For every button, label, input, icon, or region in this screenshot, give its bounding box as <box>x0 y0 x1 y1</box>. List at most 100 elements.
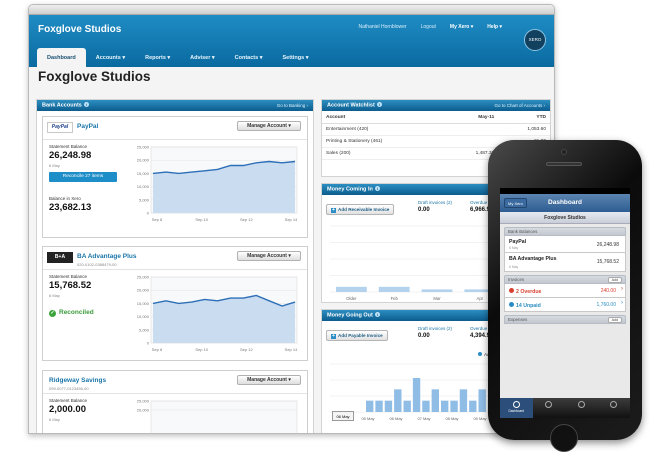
account-number: 099-0077-0123456-00 <box>49 386 89 391</box>
balance-line <box>152 160 296 175</box>
bar <box>469 400 477 412</box>
account-name[interactable]: PayPal <box>77 123 99 130</box>
statement-balance: 2,000.00 <box>49 404 86 415</box>
status-bar <box>500 188 630 194</box>
info-icon[interactable]: i <box>374 186 380 191</box>
x-tick-label: 07 May <box>417 416 430 421</box>
browser-window: Foxglove Studios Nathaniel Hornblower Lo… <box>28 4 555 434</box>
bank-accounts-title: Bank Accounts <box>42 102 82 109</box>
phone-device: My Xero Dashboard Foxglove Studios Bank … <box>488 140 642 452</box>
brand-name[interactable]: Foxglove Studios <box>38 24 122 35</box>
help-menu[interactable]: Help ▾ <box>487 24 502 30</box>
row-name: BA Advantage Plus <box>509 256 557 262</box>
manage-account-button[interactable]: Manage Account ▾ <box>237 375 301 385</box>
column-header: May-11 <box>446 111 499 124</box>
balance-line <box>152 294 296 307</box>
x-tick-label: Sep 14 <box>285 347 298 352</box>
list-item[interactable]: PayPal 6 May 26,248.98 <box>504 236 626 253</box>
account-name[interactable]: BA Advantage Plus <box>77 253 137 260</box>
balance-chart: 25,000 20,000 <box>137 399 298 433</box>
tab-mobile-2[interactable] <box>533 398 566 418</box>
x-tick-label: Sep 14 <box>285 217 298 222</box>
tab-contacts[interactable]: Contacts ▾ <box>234 55 263 61</box>
unpaid-label: 14 Unpaid <box>516 303 541 309</box>
x-tick-label: Sep 12 <box>240 217 253 222</box>
manage-account-button[interactable]: Manage Account ▾ <box>237 121 301 131</box>
manage-account-button[interactable]: Manage Account ▾ <box>237 251 301 261</box>
mobile-section-invoices: Invoices Add <box>504 275 626 284</box>
account-cell[interactable]: Entertainment (420) <box>322 123 447 136</box>
tab-reports[interactable]: Reports ▾ <box>145 55 171 61</box>
month-cell <box>446 123 499 136</box>
month-cell <box>446 135 499 148</box>
check-icon: ✓ <box>49 310 56 317</box>
add-payable-invoice-button[interactable]: + Add Payable Invoice <box>326 330 388 341</box>
user-name-link[interactable]: Nathaniel Hornblower <box>358 24 407 30</box>
x-tick-label: Feb <box>391 296 399 301</box>
chevron-right-icon: › <box>621 300 623 306</box>
row-sub: 6 May <box>509 246 519 250</box>
page-title: Foxglove Studios <box>38 69 151 84</box>
info-icon[interactable]: i <box>83 102 89 107</box>
add-expense-button[interactable]: Add <box>607 317 622 323</box>
unpaid-row-name: 14 Unpaid <box>509 302 541 309</box>
row-name: PayPal <box>509 239 527 245</box>
tab-mobile-3[interactable] <box>565 398 598 418</box>
account-name[interactable]: Ridgeway Savings <box>49 377 107 384</box>
tab-dashboard-mobile[interactable]: Dashboard <box>500 398 533 418</box>
watchlist-header: Account Watchlist i Go to Chart of Accoun… <box>322 100 550 111</box>
y-tick-label: 25,000 <box>137 145 150 150</box>
date-picker[interactable]: 06 May <box>332 411 354 421</box>
home-button[interactable] <box>550 424 578 452</box>
info-icon[interactable]: i <box>376 102 382 107</box>
account-cell[interactable]: Sales (200) <box>322 147 447 160</box>
back-button[interactable]: My Xero <box>504 198 527 208</box>
money-in-title: Money Coming In <box>327 186 373 193</box>
x-tick-label: Sep 8 <box>152 347 163 352</box>
bar <box>459 389 468 412</box>
plot-area <box>150 400 298 433</box>
mobile-section-bank: Bank Balances <box>504 227 626 236</box>
table-row[interactable]: Entertainment (420) 1,053.60 <box>322 123 550 136</box>
plus-icon: + <box>331 333 336 339</box>
tab-mobile-4[interactable] <box>598 398 631 418</box>
invoices-icon <box>545 401 553 408</box>
more-icon <box>610 401 618 408</box>
draft-invoices-link[interactable]: Draft invoices (2) <box>418 326 453 331</box>
list-item[interactable]: 14 Unpaid 1,760.00 › <box>504 298 626 312</box>
go-to-banking-link[interactable]: Go to Banking › <box>276 103 308 108</box>
y-tick-label: 25,000 <box>137 399 150 404</box>
y-tick-label: 5,000 <box>139 327 150 332</box>
account-cell[interactable]: Printing & Stationery (461) <box>322 135 447 148</box>
my-xero-menu[interactable]: My Xero ▾ <box>449 24 474 30</box>
row-value: 15,768.52 <box>596 259 619 265</box>
bar <box>336 286 367 292</box>
list-item[interactable]: 2 Overdue 240.00 › <box>504 284 626 298</box>
tab-dashboard[interactable]: Dashboard <box>37 48 86 67</box>
add-receivable-invoice-button[interactable]: + Add Receivable Invoice <box>326 204 395 215</box>
y-tick-label: 5,000 <box>139 197 150 202</box>
overdue-row-name: 2 Overdue <box>509 288 541 295</box>
tab-accounts[interactable]: Accounts ▾ <box>95 55 126 61</box>
chart-of-accounts-link[interactable]: Go to Chart of Accounts › <box>494 103 545 108</box>
add-invoice-button[interactable]: Add <box>607 277 622 283</box>
bar <box>431 389 439 412</box>
tab-adviser[interactable]: Adviser ▾ <box>190 55 215 61</box>
list-item[interactable]: BA Advantage Plus 6 May 15,768.52 <box>504 253 626 272</box>
y-tick-label: 10,000 <box>137 184 150 189</box>
row-value: 1,760.00 <box>596 302 616 308</box>
reconcile-button[interactable]: Reconcile 27 items <box>49 172 117 182</box>
logout-link[interactable]: Logout <box>420 24 436 30</box>
statement-balance-label: Statement Balance <box>49 144 88 149</box>
bank-accounts-header: Bank Accounts i Go to Banking › <box>37 100 313 111</box>
avatar[interactable]: XERO <box>524 29 546 51</box>
mobile-nav-bar: My Xero Dashboard <box>500 194 630 212</box>
x-tick-label: 09 May <box>473 416 486 421</box>
tab-settings[interactable]: Settings ▾ <box>282 55 309 61</box>
draft-invoices-link[interactable]: Draft invoices (2) <box>418 200 453 205</box>
info-icon[interactable]: i <box>374 312 380 317</box>
statement-balance: 15,768.52 <box>49 280 92 291</box>
y-tick-label: 25,000 <box>137 275 150 280</box>
xero-balance: 23,682.13 <box>49 202 92 213</box>
x-tick-label: Sep 8 <box>152 217 163 222</box>
